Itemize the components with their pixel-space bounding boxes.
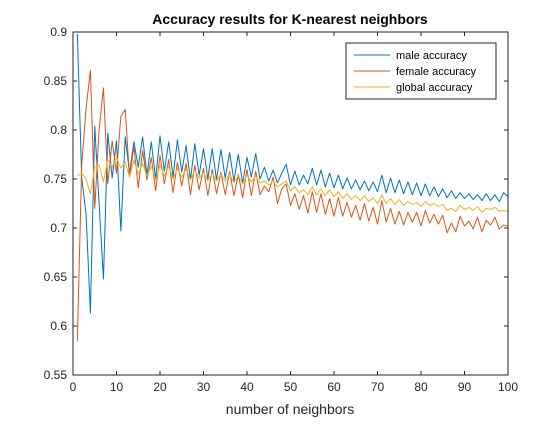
series-line-1 (76, 33, 509, 314)
y-tick-label: 0.7 (50, 221, 67, 235)
x-tick-label: 100 (498, 380, 518, 394)
legend-label: male accuracy (396, 50, 467, 62)
x-tick-label: 0 (70, 380, 77, 394)
y-tick-label: 0.75 (44, 172, 68, 186)
series-line-2 (76, 69, 509, 341)
y-tick-label: 0.6 (50, 319, 67, 333)
axes-layer: 0 10 20 30 40 50 60 70 80 90 100 0.55 0.6 0.65 0.7 0.75… (44, 25, 519, 394)
y-tick-label: 0.85 (44, 74, 68, 88)
x-axis-label: number of neighbors (226, 401, 354, 417)
x-tick-label: 40 (240, 380, 254, 394)
y-tick-label: 0.9 (50, 25, 67, 39)
x-tick-label: 70 (371, 380, 385, 394)
x-tick-label: 90 (458, 380, 472, 394)
series-layer (76, 33, 509, 341)
y-tick-label: 0.55 (44, 368, 68, 382)
x-tick-label: 50 (284, 380, 298, 394)
legend: male accuracy female accuracy global accur… (345, 42, 497, 100)
x-tick-label: 80 (414, 380, 428, 394)
legend-label: global accuracy (396, 82, 473, 94)
x-tick-label: 30 (197, 380, 211, 394)
x-tick-label: 60 (327, 380, 341, 394)
x-tick-label: 10 (110, 380, 124, 394)
series-line-3 (77, 156, 509, 213)
x-tick-label: 20 (153, 380, 167, 394)
legend-label: female accuracy (396, 66, 477, 78)
chart-title: Accuracy results for K-nearest neighbors (152, 11, 428, 27)
y-tick-label: 0.8 (50, 123, 67, 137)
y-tick-label: 0.65 (44, 270, 68, 284)
